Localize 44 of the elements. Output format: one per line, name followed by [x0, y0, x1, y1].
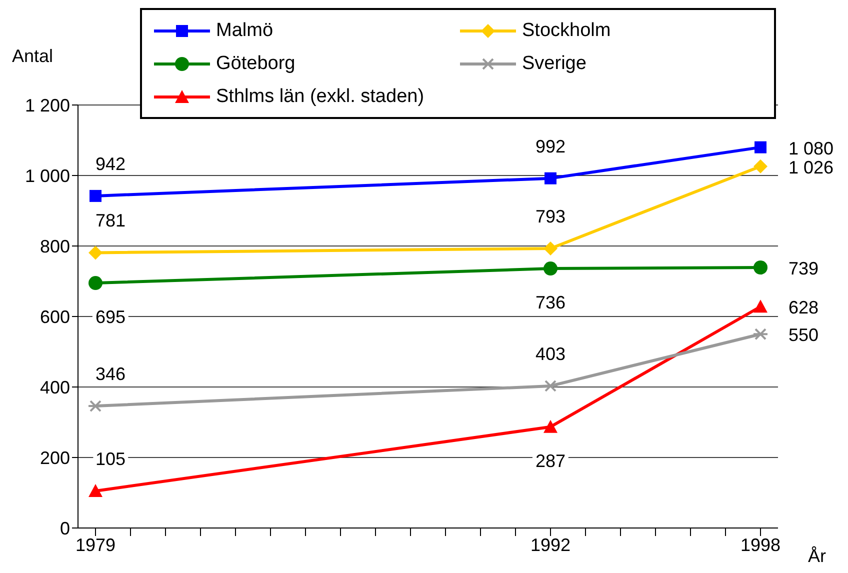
x-tick-label: 1992 [530, 534, 571, 555]
data-label: 550 [788, 325, 819, 346]
data-label: 736 [535, 292, 566, 313]
data-label: 992 [535, 136, 566, 156]
legend-label: Stockholm [522, 20, 611, 42]
legend-label: Sthlms län (exkl. staden) [216, 86, 424, 108]
point [542, 380, 558, 392]
point [754, 300, 768, 313]
y-tick-label: 600 [40, 306, 70, 327]
point [88, 246, 102, 260]
data-label: 403 [535, 344, 566, 364]
y-tick-label: 400 [40, 377, 70, 398]
point [754, 159, 768, 174]
data-label: 346 [96, 364, 126, 384]
point [88, 484, 102, 497]
point [544, 172, 556, 184]
data-label: 628 [788, 298, 819, 318]
point [544, 262, 558, 276]
y-tick-label: 0 [60, 518, 70, 538]
data-label: 781 [96, 210, 126, 231]
y-axis-title: Antal [12, 46, 54, 67]
data-label: 1 026 [788, 157, 834, 178]
point [754, 260, 768, 275]
data-label: 739 [788, 258, 819, 279]
point [88, 276, 102, 290]
point [88, 400, 104, 412]
legend-label: Sverige [522, 52, 586, 74]
y-tick-label: 800 [40, 236, 70, 256]
point [752, 328, 768, 340]
data-label: 1 080 [788, 138, 834, 158]
point [90, 190, 102, 202]
x-tick-label: 1998 [740, 534, 781, 555]
y-tick-label: 1 000 [24, 166, 70, 186]
x-axis-title: År [808, 546, 826, 567]
point [754, 141, 766, 154]
y-tick-label: 200 [40, 448, 70, 468]
data-label: 793 [535, 206, 566, 226]
point [544, 241, 558, 256]
legend-label: Malmö [216, 20, 274, 42]
point [544, 420, 558, 433]
y-tick-label: 1 200 [24, 95, 70, 116]
legend-label: Göteborg [216, 52, 296, 74]
data-label: 942 [96, 154, 126, 174]
x-tick-label: 1979 [75, 534, 116, 555]
